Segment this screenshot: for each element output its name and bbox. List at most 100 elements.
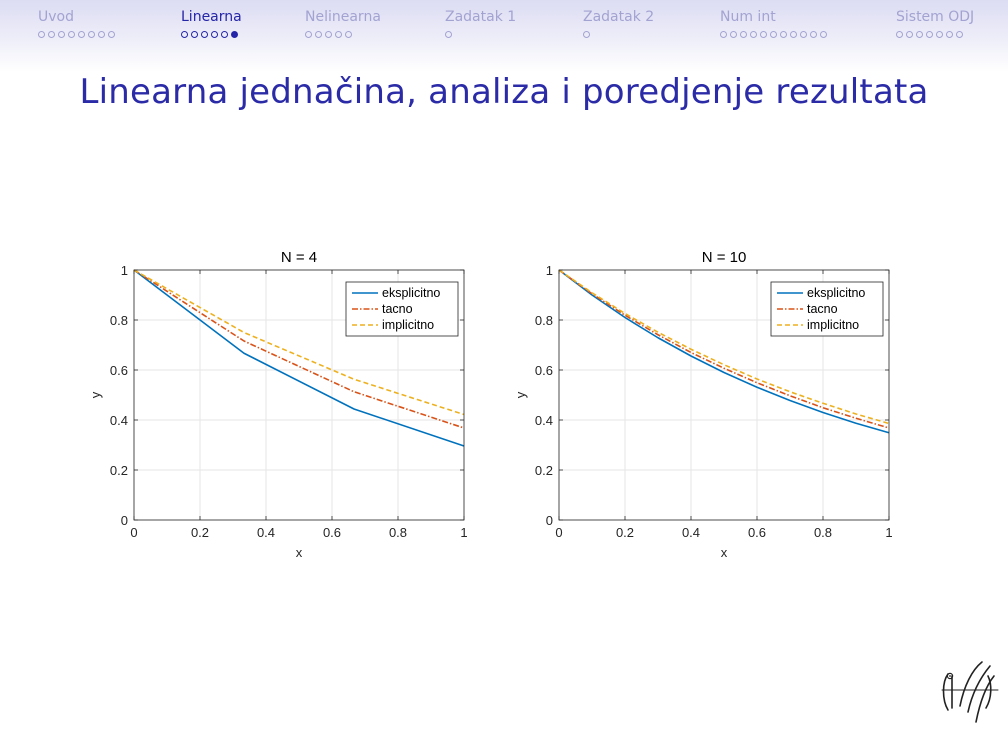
- x-tick-label: 0.4: [257, 525, 275, 540]
- nav-subsection-dot[interactable]: [325, 30, 332, 38]
- legend: eksplicitno tacno implicitno: [770, 281, 884, 337]
- nav-subsection-dot[interactable]: [800, 30, 807, 38]
- nav-section-sistem-odj[interactable]: Sistem ODJ: [896, 9, 974, 40]
- chart-n10: 0 0.2 0.4 0.6 0.8 1 0 0.2 0.4 0.6 0.8 1 N = 10 x y eksp…: [513, 249, 893, 560]
- nav-section-zadatak-1[interactable]: Zadatak 1: [445, 9, 516, 40]
- nav-subsection-dot[interactable]: [916, 30, 923, 38]
- nav-section-linearna[interactable]: Linearna: [181, 9, 242, 40]
- nav-subsection-dots[interactable]: [896, 28, 974, 40]
- chart-title: N = 4: [281, 249, 317, 266]
- series-line-eksplicitno: [558, 269, 890, 434]
- legend-label: tacno: [807, 302, 838, 316]
- nav-subsection-dot[interactable]: [78, 30, 85, 38]
- nav-subsection-dot[interactable]: [730, 30, 737, 38]
- legend-label: eksplicitno: [807, 286, 865, 300]
- frame-title: Linearna jednačina, analiza i poredjenje…: [79, 72, 929, 112]
- nav-subsection-dot[interactable]: [780, 30, 787, 38]
- y-tick-label: 0.4: [110, 413, 128, 428]
- nav-subsection-dot[interactable]: [720, 30, 727, 38]
- nav-subsection-dots[interactable]: [181, 28, 242, 40]
- nav-section-uvod[interactable]: Uvod: [38, 9, 118, 40]
- nav-subsection-dot[interactable]: [181, 30, 188, 38]
- nav-subsection-dot[interactable]: [48, 30, 55, 38]
- nav-subsection-dot[interactable]: [946, 30, 953, 38]
- nav-subsection-dot[interactable]: [58, 30, 65, 38]
- x-tick-label: 1: [885, 525, 892, 540]
- nav-section-label: Linearna: [181, 9, 242, 25]
- y-tick-label: 0: [121, 513, 128, 528]
- series-line-implicitno: [558, 269, 890, 425]
- nav-subsection-dots[interactable]: [305, 28, 381, 40]
- nav-section-nelinearna[interactable]: Nelinearna: [305, 9, 381, 40]
- nav-section-label: Uvod: [38, 9, 74, 25]
- nav-section-label: Nelinearna: [305, 9, 381, 25]
- legend-label: eksplicitno: [382, 286, 440, 300]
- y-tick-label: 0.2: [110, 463, 128, 478]
- nav-subsection-dot[interactable]: [906, 30, 913, 38]
- nav-subsection-dot[interactable]: [760, 30, 767, 38]
- axes-box: [133, 269, 465, 521]
- nav-subsection-dot[interactable]: [88, 30, 95, 38]
- x-tick-label: 1: [460, 525, 467, 540]
- y-tick-label: 0.4: [535, 413, 553, 428]
- nav-subsection-dot[interactable]: [896, 30, 903, 38]
- nav-subsection-dot[interactable]: [98, 30, 105, 38]
- y-tick-label: 0.6: [535, 363, 553, 378]
- y-tick-label: 0.8: [535, 313, 553, 328]
- nav-subsection-dot[interactable]: [221, 30, 228, 38]
- series-line-eksplicitno: [133, 269, 465, 447]
- series-line-implicitno: [133, 269, 465, 416]
- nav-subsection-dot[interactable]: [315, 30, 322, 38]
- nav-section-label: Sistem ODJ: [896, 9, 975, 25]
- x-tick-label: 0.8: [814, 525, 832, 540]
- nav-section-label: Zadatak 2: [583, 9, 655, 25]
- nav-subsection-dot[interactable]: [231, 30, 238, 38]
- x-tick-label: 0.2: [616, 525, 634, 540]
- navigation-bar: Uvod Linearna Nelinearna Zadatak 1 Zadat…: [0, 0, 1008, 72]
- y-axis-label: y: [88, 391, 103, 398]
- nav-section-zadatak-2[interactable]: Zadatak 2: [583, 9, 654, 40]
- nav-section-label: Zadatak 1: [445, 9, 517, 25]
- nav-subsection-dot[interactable]: [445, 30, 452, 38]
- y-tick-label: 0.8: [110, 313, 128, 328]
- nav-section-num-int[interactable]: Num int: [720, 9, 830, 40]
- nav-subsection-dot[interactable]: [770, 30, 777, 38]
- nav-subsection-dot[interactable]: [201, 30, 208, 38]
- nav-subsection-dots[interactable]: [720, 28, 830, 40]
- x-tick-label: 0.6: [323, 525, 341, 540]
- series-line-tacno: [558, 269, 890, 429]
- nav-subsection-dot[interactable]: [790, 30, 797, 38]
- nav-subsection-dot[interactable]: [583, 30, 590, 38]
- nav-subsection-dot[interactable]: [68, 30, 75, 38]
- nav-subsection-dot[interactable]: [810, 30, 817, 38]
- x-axis-label: x: [296, 545, 303, 560]
- nav-subsection-dot[interactable]: [820, 30, 827, 38]
- nav-subsection-dot[interactable]: [211, 30, 218, 38]
- x-tick-label: 0: [130, 525, 137, 540]
- chart-n4: 0 0.2 0.4 0.6 0.8 1 0 0.2 0.4 0.6 0.8 1 N = 4 x y ekspl…: [88, 249, 468, 560]
- nav-subsection-dot[interactable]: [335, 30, 342, 38]
- x-tick-label: 0.8: [389, 525, 407, 540]
- nav-subsection-dot[interactable]: [740, 30, 747, 38]
- nav-subsection-dot[interactable]: [305, 30, 312, 38]
- legend-label: implicitno: [807, 318, 859, 332]
- nav-subsection-dot[interactable]: [191, 30, 198, 38]
- nav-subsection-dots[interactable]: [445, 28, 516, 40]
- nav-subsection-dot[interactable]: [956, 30, 963, 38]
- y-tick-label: 0: [546, 513, 553, 528]
- university-logo: [941, 661, 999, 723]
- y-tick-label: 0.2: [535, 463, 553, 478]
- x-tick-label: 0.2: [191, 525, 209, 540]
- nav-subsection-dot[interactable]: [345, 30, 352, 38]
- legend: eksplicitno tacno implicitno: [345, 281, 459, 337]
- nav-subsection-dots[interactable]: [38, 28, 118, 40]
- nav-subsection-dot[interactable]: [38, 30, 45, 38]
- nav-subsection-dot[interactable]: [108, 30, 115, 38]
- nav-subsection-dot[interactable]: [750, 30, 757, 38]
- x-tick-label: 0.4: [682, 525, 700, 540]
- nav-subsection-dots[interactable]: [583, 28, 654, 40]
- x-axis-label: x: [721, 545, 728, 560]
- nav-subsection-dot[interactable]: [936, 30, 943, 38]
- y-tick-label: 1: [546, 263, 553, 278]
- nav-subsection-dot[interactable]: [926, 30, 933, 38]
